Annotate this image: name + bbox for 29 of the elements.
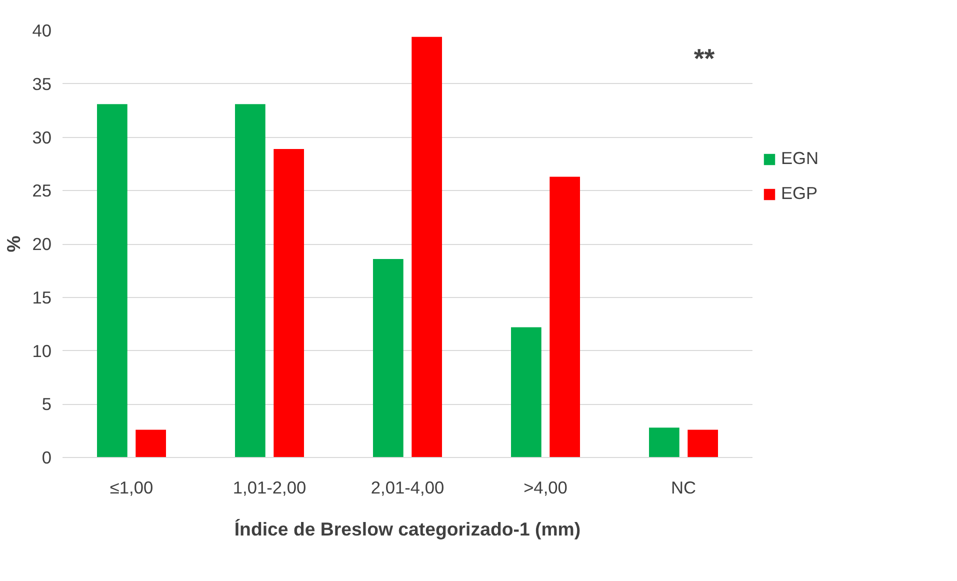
y-tick-label: 15	[32, 287, 52, 308]
y-tick-label: 20	[32, 234, 52, 254]
y-tick-label: 40	[32, 20, 52, 40]
bar	[136, 430, 166, 458]
y-axis-title: %	[3, 235, 24, 252]
y-tick-label: 25	[32, 180, 52, 201]
bar	[550, 176, 580, 458]
bar	[373, 258, 404, 458]
x-tick-label: ≤1,00	[110, 478, 154, 498]
x-tick-label: 1,01-2,00	[232, 478, 306, 498]
legend-label: EGN	[781, 148, 819, 169]
x-axis-title: Índice de Breslow categorizado-1 (mm)	[234, 518, 581, 540]
bar	[274, 148, 304, 458]
x-tick-label: NC	[670, 478, 696, 498]
bar	[649, 428, 680, 458]
y-tick-label: 0	[42, 448, 52, 468]
bar	[511, 327, 542, 458]
bar	[97, 104, 128, 458]
x-tick-label: >4,00	[524, 478, 568, 498]
bar	[412, 36, 442, 458]
legend-label: EGP	[781, 183, 818, 204]
bar	[688, 430, 718, 458]
y-tick-label: 30	[32, 127, 52, 148]
y-tick-label: 5	[42, 394, 52, 414]
x-tick-label: 2,01-4,00	[370, 478, 444, 498]
y-tick-label: 35	[32, 74, 52, 94]
bar	[235, 104, 266, 458]
y-tick-label: 10	[32, 340, 52, 361]
annotation: **	[694, 43, 716, 74]
